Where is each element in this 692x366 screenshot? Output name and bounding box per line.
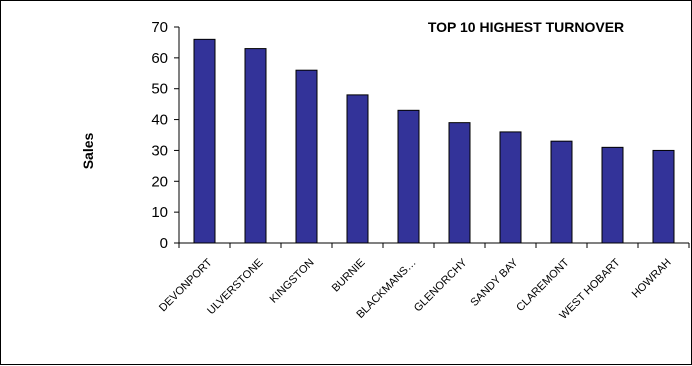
y-tick-label: 60 (151, 50, 168, 67)
x-category-label: CLAREMONT (514, 256, 572, 314)
bar (550, 140, 573, 244)
y-tick-label: 30 (151, 142, 168, 159)
bar (244, 48, 267, 244)
y-tick-label: 10 (151, 204, 168, 221)
y-tick-label: 70 (151, 19, 168, 36)
x-category-label: BURNIE (330, 257, 368, 295)
bar (652, 149, 675, 244)
y-tick-label: 40 (151, 112, 168, 129)
bar (295, 69, 318, 244)
bar (601, 146, 624, 244)
y-tick-label: 20 (151, 173, 168, 190)
x-category-label: DEVONPORT (157, 256, 215, 314)
bar (397, 109, 420, 244)
y-tick-label: 0 (160, 235, 168, 252)
x-category-label: ULVERSTONE (205, 257, 266, 318)
x-category-label: SANDY BAY (468, 256, 521, 309)
x-category-label: HOWRAH (630, 257, 674, 301)
bar (448, 122, 471, 244)
y-tick-label: 50 (151, 81, 168, 98)
y-axis-title: Sales (80, 132, 96, 169)
chart-title: TOP 10 HIGHEST TURNOVER (428, 19, 624, 35)
x-category-label: GLENORCHY (412, 256, 470, 314)
bar (346, 94, 369, 244)
x-category-label: KINGSTON (268, 257, 317, 306)
bar (193, 38, 216, 244)
bar (499, 131, 522, 244)
